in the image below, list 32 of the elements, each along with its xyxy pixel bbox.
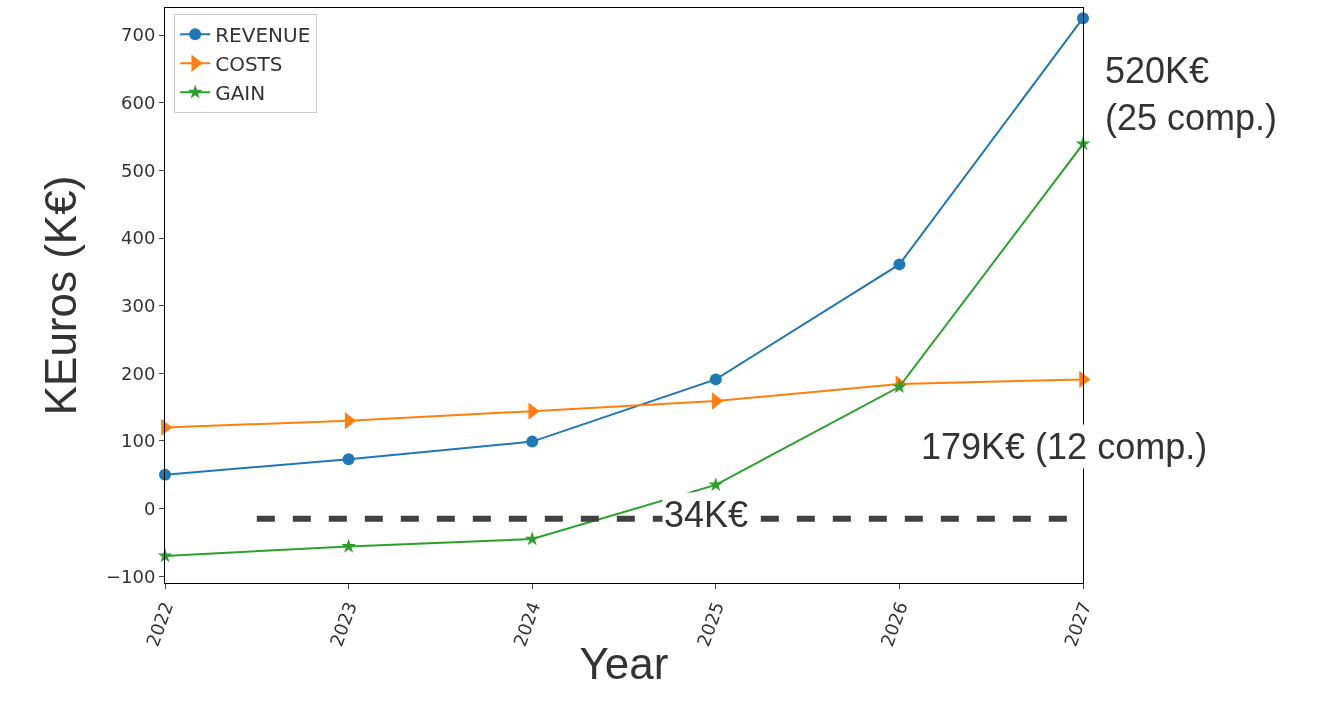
legend-label: REVENUE [215, 23, 311, 48]
point [892, 379, 907, 394]
x-axis-title: Year [579, 639, 669, 689]
y-tick-label: −100 [105, 565, 156, 587]
x-tick-label: 2025 [692, 598, 729, 650]
y-tick-label: 600 [121, 92, 156, 114]
x-tick-label: 2023 [325, 598, 361, 650]
annotation: 520K€ (25 comp.) [1105, 50, 1278, 138]
point [341, 538, 356, 553]
x-tick-label: 2027 [1059, 598, 1096, 650]
legend-label: COSTS [215, 52, 283, 77]
point [526, 435, 539, 448]
y-tick-label: 0 [143, 497, 156, 519]
x-tick-label: 2022 [141, 598, 178, 650]
point [709, 373, 722, 386]
point [893, 258, 906, 271]
point [1077, 12, 1089, 25]
y-tick-label: 200 [121, 362, 156, 384]
x-tick-label: 2024 [509, 598, 545, 650]
legend-label: GAIN [215, 81, 266, 106]
x-tick-label: 2026 [876, 598, 912, 650]
point [524, 531, 540, 546]
annotation: 34K€ [664, 494, 749, 535]
y-tick-label: 100 [121, 430, 156, 452]
point [708, 477, 724, 492]
y-axis-title: KEuros (K€) [36, 175, 86, 416]
y-tick-label: 400 [121, 227, 156, 249]
annotation: 179K€ (12 comp.) [921, 426, 1208, 467]
y-tick-label: 300 [121, 294, 156, 316]
point [342, 453, 355, 466]
y-tick-label: 700 [121, 24, 156, 46]
y-tick-label: 500 [121, 159, 156, 181]
